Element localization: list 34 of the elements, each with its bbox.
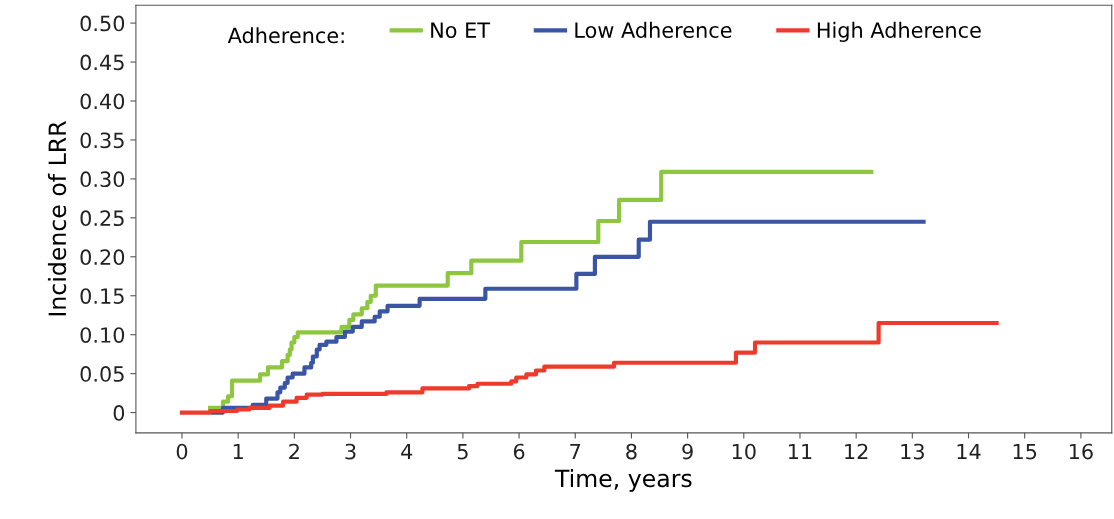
x-tick-label: 2 [289, 443, 299, 460]
legend-label: Low Adherence [575, 21, 732, 38]
x-tick-label: 15 [1013, 443, 1037, 460]
x-tick-label: 7 [570, 443, 581, 460]
y-tick-label: 0.20 [80, 249, 125, 266]
y-tick-label: 0.05 [80, 366, 124, 382]
y-tick-label: 0.10 [80, 327, 125, 343]
x-tick-label: 10 [732, 443, 756, 460]
legend-label: No ET [431, 22, 491, 38]
y-tick-label: 0.45 [80, 54, 124, 71]
x-tick-label: 3 [345, 443, 356, 460]
x-tick-label: 1 [233, 443, 243, 460]
x-tick-label: 16 [1069, 443, 1093, 460]
x-tick-label: 11 [789, 443, 812, 460]
y-tick-label: 0.25 [80, 210, 124, 227]
y-tick-label: 0.40 [80, 93, 125, 110]
x-tick-label: 4 [401, 443, 413, 460]
y-tick-label: 0.15 [80, 288, 124, 304]
x-tick-label: 0 [176, 443, 188, 460]
y-tick-label: 0 [113, 405, 125, 421]
x-tick-label: 5 [457, 443, 468, 460]
x-tick-label: 6 [513, 443, 525, 460]
legend-title: Adherence: [227, 27, 344, 44]
x-tick-label: 13 [901, 443, 924, 460]
x-tick-label: 14 [957, 443, 981, 460]
y-tick-label: 0.35 [80, 132, 124, 149]
y-tick-label: 0.30 [80, 171, 125, 188]
legend-label: High Adherence [817, 21, 981, 43]
x-axis-title: Time, years [554, 468, 692, 492]
x-tick-label: 12 [845, 443, 868, 460]
y-tick-label: 0.50 [80, 15, 125, 32]
y-axis-title: Incidence of LRR [47, 121, 67, 316]
x-tick-label: 8 [626, 443, 637, 460]
x-tick-label: 9 [682, 443, 693, 460]
